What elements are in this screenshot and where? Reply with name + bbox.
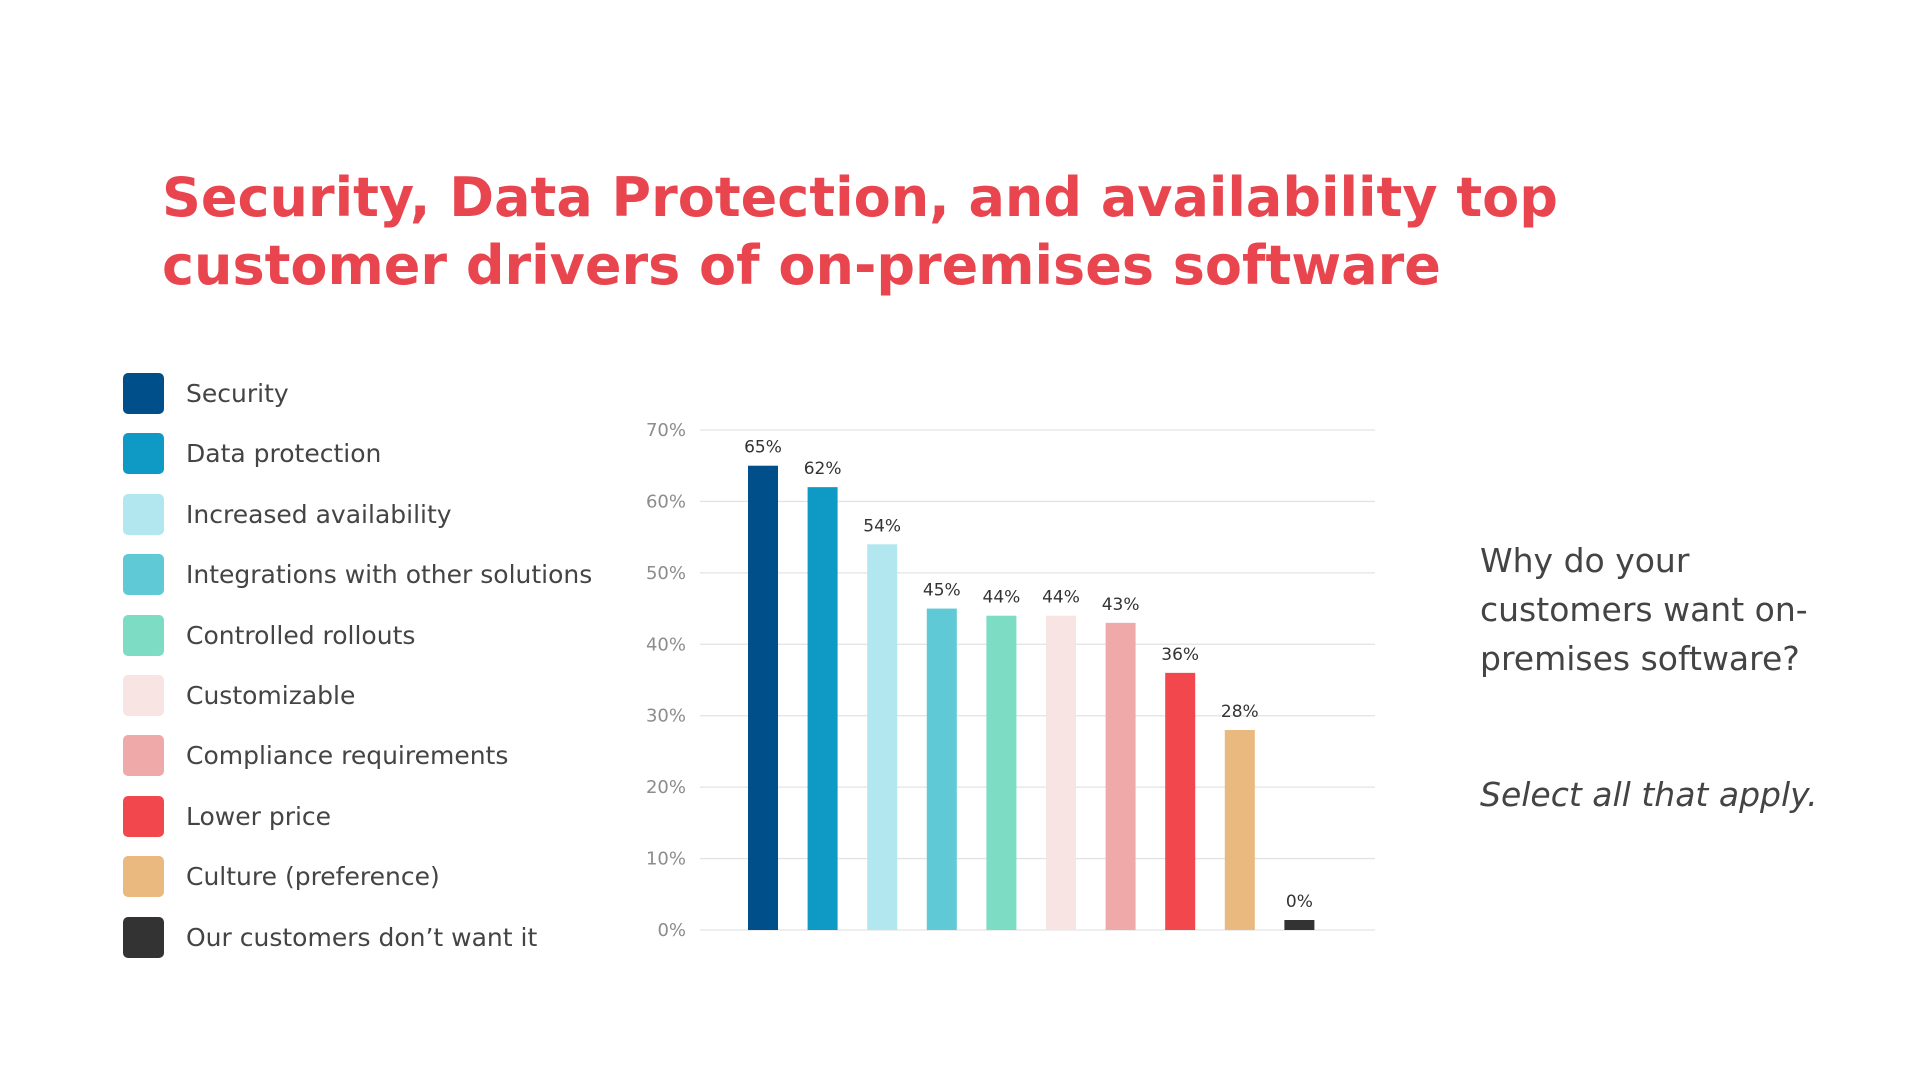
legend-label: Integrations with other solutions (186, 560, 593, 590)
y-tick-label: 30% (646, 706, 686, 727)
y-tick-label: 0% (657, 920, 686, 941)
bar-value-label: 44% (1042, 588, 1080, 608)
legend-label: Security (186, 379, 289, 408)
bar (1046, 615, 1076, 930)
y-tick-label: 60% (646, 491, 686, 512)
y-tick-label: 70% (646, 420, 686, 441)
legend-item: Compliance requirements (123, 735, 592, 777)
survey-note: Select all that apply. (1480, 775, 1818, 814)
survey-question: Why do your customers want on-premises s… (1480, 541, 1808, 678)
legend-label: Culture (preference) (186, 862, 440, 892)
y-tick-label: 10% (646, 849, 686, 870)
bar (748, 465, 778, 930)
legend-label: Our customers don’t want it (186, 922, 538, 952)
chart-legend: Security Data protection Increased availab… (123, 373, 592, 977)
bar-value-label: 0% (1286, 892, 1313, 912)
legend-item: Controlled rollouts (123, 614, 592, 656)
legend-label: Controlled rollouts (186, 620, 416, 650)
page-title: Security, Data Protection, and availabil… (162, 166, 1558, 297)
legend-swatch (123, 554, 164, 596)
bar-value-label: 45% (923, 581, 961, 601)
legend-swatch (123, 674, 164, 716)
bar-chart: 0% 10% 20% 30% 40% 50% 60% 70% 65% 62% 54% 45% 44% 44… (646, 420, 1375, 941)
bar (1165, 672, 1196, 930)
legend-label: Compliance requirements (186, 741, 509, 771)
y-tick-label: 20% (646, 777, 686, 798)
legend-label: Lower price (186, 801, 332, 831)
bar (926, 608, 957, 930)
legend-item: Our customers don’t want it (123, 916, 592, 958)
legend-item: Customizable (123, 674, 592, 716)
legend-swatch (123, 433, 164, 475)
legend-swatch (123, 916, 164, 958)
legend-swatch (123, 856, 164, 898)
bar (1284, 920, 1315, 930)
legend-item: Integrations with other solutions (123, 554, 593, 596)
y-tick-label: 40% (646, 634, 686, 655)
bar-value-label: 43% (1102, 595, 1140, 615)
legend-label: Increased availability (186, 499, 452, 529)
bar (1105, 622, 1136, 930)
bar-value-label: 65% (744, 438, 782, 458)
legend-item: Data protection (123, 433, 592, 475)
legend-swatch (123, 795, 164, 837)
bar (867, 544, 898, 930)
legend-swatch (123, 735, 164, 777)
bar-value-label: 44% (983, 588, 1021, 608)
legend-item: Security (123, 373, 592, 414)
bar-value-label: 28% (1221, 702, 1259, 722)
legend-item: Increased availability (123, 493, 592, 535)
bar (986, 615, 1017, 930)
legend-swatch (123, 373, 164, 414)
legend-item: Culture (preference) (123, 856, 592, 898)
bar-value-label: 54% (863, 516, 901, 536)
bar (1224, 730, 1255, 930)
legend-label: Customizable (186, 680, 356, 710)
legend-swatch (123, 493, 164, 535)
legend-item: Lower price (123, 795, 592, 837)
bar (807, 487, 838, 930)
legend-swatch (123, 614, 164, 656)
y-tick-label: 50% (646, 563, 686, 584)
legend-label: Data protection (186, 439, 382, 469)
bar-value-label: 36% (1161, 645, 1199, 665)
bar-value-label: 62% (804, 459, 842, 479)
